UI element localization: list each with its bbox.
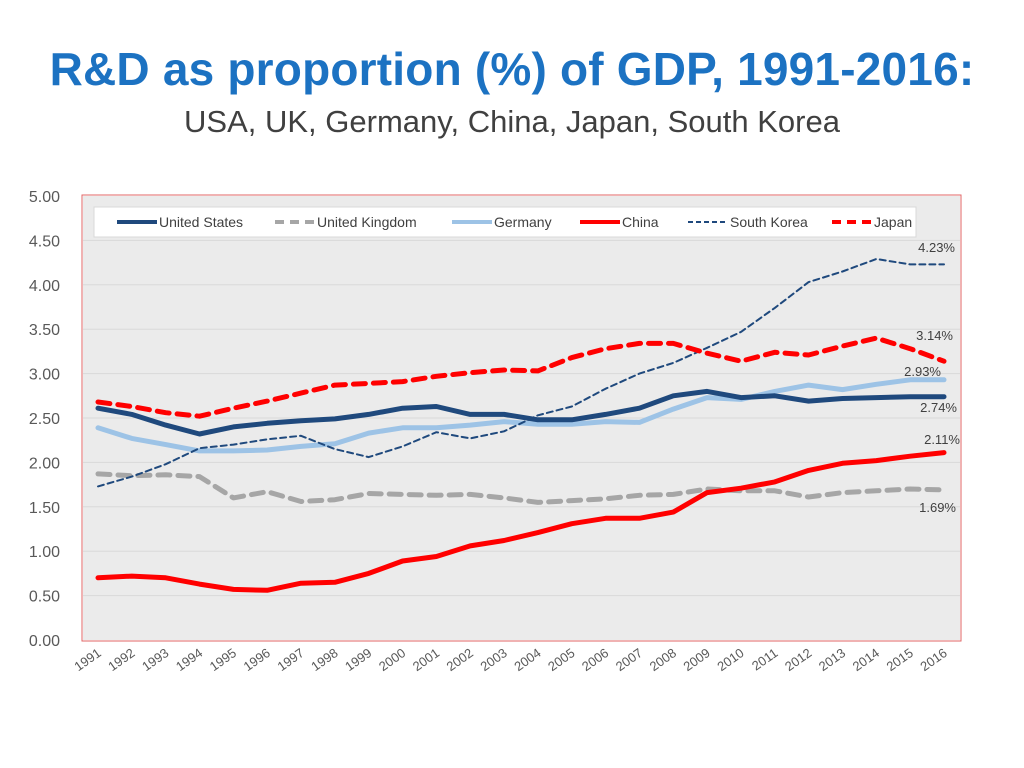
- series-line-south-korea: [97, 258, 945, 488]
- x-tick-label: 1992: [105, 645, 137, 674]
- legend-label-united-states: United States: [159, 214, 243, 230]
- x-tick-label: 1994: [173, 645, 205, 674]
- x-tick-label: 2009: [681, 645, 713, 674]
- x-tick-label: 2008: [647, 645, 679, 674]
- legend-label-south-korea: South Korea: [730, 214, 808, 230]
- legend-label-germany: Germany: [494, 214, 552, 230]
- x-tick-label: 2015: [884, 645, 916, 674]
- gridlines: [83, 239, 960, 597]
- x-tick-label: 1993: [139, 645, 171, 674]
- x-axis: 1991 1992 1993 1994 1995 1996 1997 1998 1999 2000…: [71, 645, 949, 674]
- y-tick-label: 5.00: [29, 189, 60, 206]
- x-tick-label: 1998: [308, 645, 340, 674]
- data-label-germany: 2.93%: [904, 364, 941, 379]
- page-title: R&D as proportion (%) of GDP, 1991-2016:: [49, 43, 975, 95]
- y-tick-label: 1.00: [29, 544, 60, 561]
- y-tick-label: 4.00: [29, 278, 60, 295]
- legend-box: [93, 206, 917, 238]
- data-label-japan: 3.14%: [916, 328, 953, 343]
- x-tick-label: 2016: [917, 645, 949, 674]
- legend-label-united-kingdom: United Kingdom: [317, 214, 417, 230]
- x-tick-label: 1991: [71, 645, 103, 674]
- x-tick-label: 2013: [816, 645, 848, 674]
- x-tick-label: 2001: [410, 645, 442, 674]
- series-line-united-kingdom: [95, 471, 947, 505]
- x-tick-label: 1995: [207, 645, 239, 674]
- y-tick-label: 3.50: [29, 322, 60, 339]
- y-axis: 0.00 0.50 1.00 1.50 2.00 2.50 3.00 3.50 4.00 4.50…: [29, 189, 60, 650]
- x-tick-label: 2000: [376, 645, 408, 674]
- series-line-united-states: [95, 388, 947, 437]
- x-tick-label: 2005: [545, 645, 577, 674]
- x-tick-label: 2010: [714, 645, 746, 674]
- y-tick-label: 2.50: [29, 411, 60, 428]
- series-lines: [95, 258, 947, 593]
- x-tick-label: 2003: [478, 645, 510, 674]
- data-label-united-kingdom: 1.69%: [919, 500, 956, 515]
- x-tick-label: 1999: [342, 645, 374, 674]
- series-line-japan: [95, 335, 947, 419]
- data-label-south-korea: 4.23%: [918, 240, 955, 255]
- y-tick-label: 2.00: [29, 455, 60, 472]
- x-tick-label: 2012: [782, 645, 814, 674]
- legend-label-china: China: [622, 214, 659, 230]
- legend-label-japan: Japan: [874, 214, 912, 230]
- y-tick-label: 3.00: [29, 367, 60, 384]
- data-label-china: 2.11%: [924, 432, 960, 447]
- y-tick-label: 0.00: [29, 633, 60, 650]
- x-tick-label: 2014: [850, 645, 882, 674]
- y-tick-label: 4.50: [29, 233, 60, 250]
- data-labels: 2.74% 1.69% 2.93% 2.11% 4.23% 3.14%: [904, 240, 960, 515]
- x-tick-label: 2011: [749, 645, 781, 673]
- x-tick-label: 2004: [511, 645, 543, 674]
- x-tick-label: 2006: [579, 645, 611, 674]
- x-tick-label: 1997: [274, 645, 306, 674]
- series-line-china: [95, 450, 947, 593]
- legend: United States United Kingdom Germany China S…: [93, 206, 917, 238]
- y-tick-label: 0.50: [29, 589, 60, 606]
- y-tick-label: 1.50: [29, 500, 60, 517]
- x-tick-label: 1996: [241, 645, 273, 674]
- data-label-united-states: 2.74%: [920, 400, 957, 415]
- x-tick-label: 2002: [444, 645, 476, 674]
- page-subtitle: USA, UK, Germany, China, Japan, South Ko…: [184, 104, 840, 139]
- x-tick-label: 2007: [613, 645, 645, 674]
